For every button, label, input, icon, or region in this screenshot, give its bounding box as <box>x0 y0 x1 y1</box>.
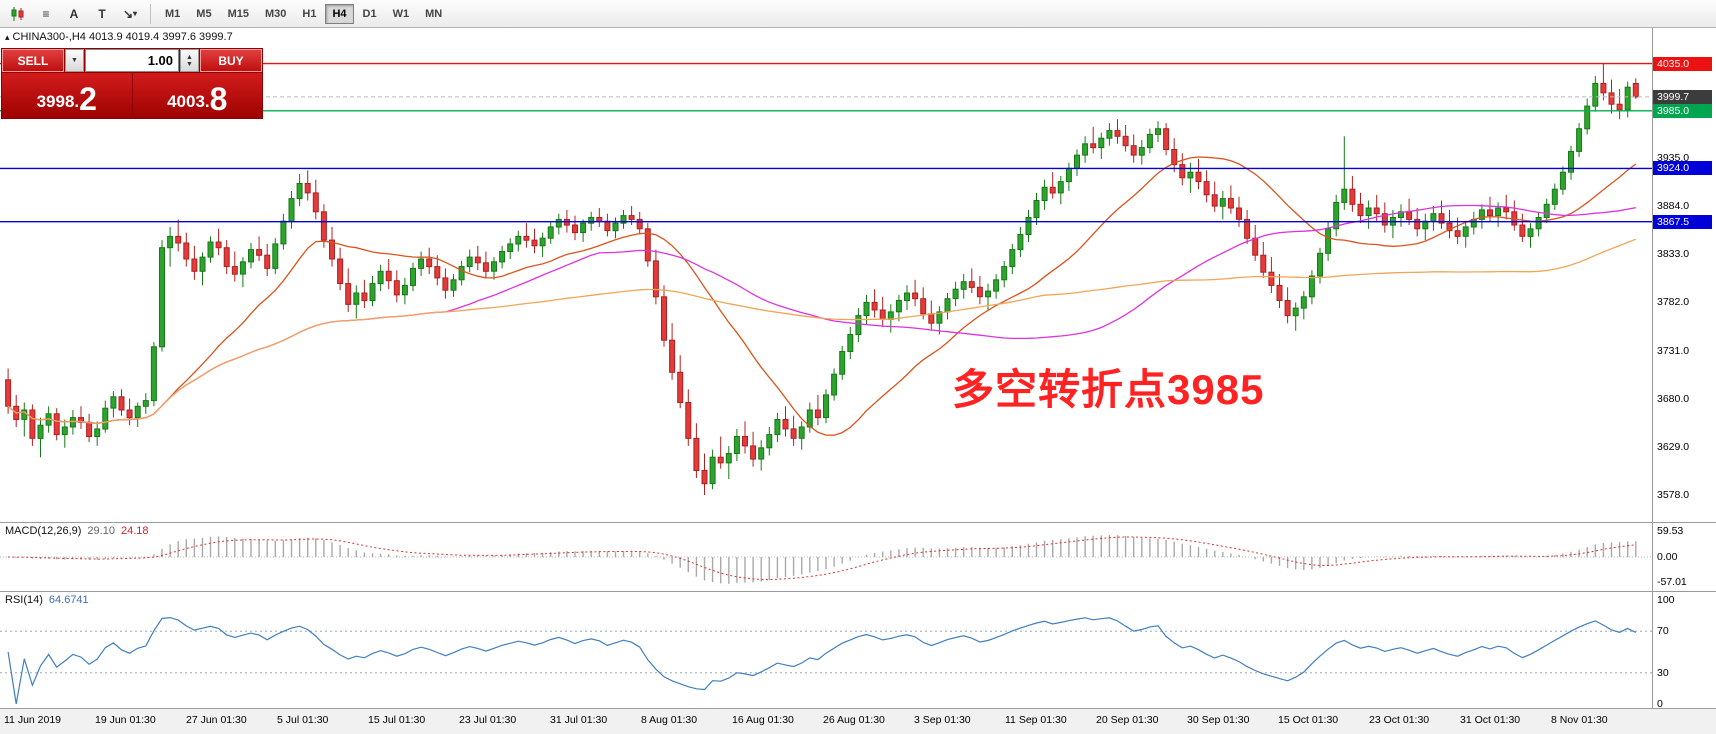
price-badge: 4035.0 <box>1653 57 1712 71</box>
text-tool-button[interactable]: A <box>61 3 87 25</box>
bid-price-big-digit: 2 <box>79 81 97 117</box>
draw-tool-button[interactable]: ↘ ▾ <box>117 3 143 25</box>
time-axis-label: 16 Aug 01:30 <box>732 714 794 726</box>
time-axis-label: 31 Jul 01:30 <box>550 714 608 726</box>
timeframe-m1[interactable]: M1 <box>158 4 187 24</box>
timeframe-h4[interactable]: H4 <box>325 3 354 24</box>
rsi-title: RSI(14) <box>5 594 43 606</box>
time-axis-label: 20 Sep 01:30 <box>1096 714 1159 726</box>
macd-axis-label: 0.00 <box>1657 551 1678 563</box>
time-axis-label: 11 Jun 2019 <box>4 714 62 726</box>
price-badge: 3924.0 <box>1653 161 1712 175</box>
price-axis-label: 3782.0 <box>1657 296 1690 308</box>
macd-axis-label: 59.53 <box>1657 525 1684 537</box>
dropdown-caret-icon: ▾ <box>133 9 138 18</box>
macd-main-value: 29.10 <box>87 525 115 537</box>
timeframe-m30[interactable]: M30 <box>258 4 293 24</box>
label-tool-button[interactable]: T <box>89 3 115 25</box>
indicators-button[interactable]: ≡ <box>33 3 59 25</box>
time-axis-label: 23 Jul 01:30 <box>459 714 517 726</box>
one-click-trading-panel: SELL ▼ ▲▼ BUY 3998.2 4003.8 <box>1 48 263 119</box>
panel-divider[interactable] <box>0 522 1716 523</box>
price-axis-label: 3935.0 <box>1657 152 1690 164</box>
time-axis: 11 Jun 2019 19 Jun 01:30 27 Jun 01:30 5 Jul… <box>0 709 1716 734</box>
volume-spinner[interactable]: ▲ ▼ <box>180 49 199 72</box>
spinner-down-icon: ▼ <box>186 60 193 68</box>
ask-price-prefix: 4003. <box>167 92 210 111</box>
price-badge: 3985.0 <box>1653 104 1712 118</box>
tool-group: ≡ A T ↘ ▾ <box>4 3 144 25</box>
bid-price-prefix: 3998. <box>36 92 80 111</box>
macd-header: MACD(12,26,9) 29.10 24.18 <box>5 525 148 537</box>
time-axis-label: 15 Oct 01:30 <box>1278 714 1339 726</box>
candlestick-plot <box>0 62 1652 495</box>
symbol-header: ▴ CHINA300-,H4 4013.9 4019.4 3997.6 3999.… <box>5 31 233 43</box>
time-axis-label: 19 Jun 01:30 <box>95 714 156 726</box>
macd-signal-value: 24.18 <box>120 525 149 537</box>
timeframe-d1[interactable]: D1 <box>356 4 384 24</box>
timeframe-mn[interactable]: MN <box>418 4 449 24</box>
spinner-up-icon: ▲ <box>186 53 193 61</box>
rsi-axis-label: 30 <box>1657 667 1669 679</box>
macd-axis-label: -57.01 <box>1657 576 1687 588</box>
candlestick-icon <box>11 6 24 21</box>
symbol-ohlc-text: CHINA300-,H4 4013.9 4019.4 3997.6 3999.7 <box>12 31 233 43</box>
volume-dropdown-caret[interactable]: ▼ <box>65 49 84 72</box>
ask-price[interactable]: 4003. 8 <box>132 73 262 118</box>
rsi-plot <box>0 616 1652 705</box>
time-axis-label: 30 Sep 01:30 <box>1187 714 1250 726</box>
bid-ask-row: 3998. 2 4003. 8 <box>2 73 262 118</box>
timeframe-h1[interactable]: H1 <box>295 4 323 24</box>
bid-price[interactable]: 3998. 2 <box>2 73 132 118</box>
macd-title: MACD(12,26,9) <box>5 525 82 537</box>
macd-panel[interactable]: MACD(12,26,9) 29.10 24.18 <box>0 523 1652 591</box>
rsi-axis-label: 70 <box>1657 625 1669 637</box>
time-axis-label: 15 Jul 01:30 <box>368 714 426 726</box>
time-axis-label: 3 Sep 01:30 <box>914 714 971 726</box>
price-axis-label: 3731.0 <box>1657 345 1690 357</box>
price-axis-divider <box>1652 28 1653 709</box>
ask-price-big-digit: 8 <box>209 81 228 117</box>
time-axis-label: 5 Jul 01:30 <box>277 714 329 726</box>
chart-annotation: 多空转折点3985 <box>952 366 1265 413</box>
toolbar: ≡ A T ↘ ▾ M1 M5 M15 M30 H1 H4 D1 W1 MN <box>0 0 1716 28</box>
time-axis-label: 11 Sep 01:30 <box>1005 714 1067 726</box>
rsi-value: 64.6741 <box>48 594 89 606</box>
price-badge: 3867.5 <box>1653 215 1712 229</box>
time-axis-label: 8 Nov 01:30 <box>1551 714 1608 726</box>
price-badge: 3999.7 <box>1653 90 1712 104</box>
time-axis-label: 23 Oct 01:30 <box>1369 714 1430 726</box>
time-axis-label: 31 Oct 01:30 <box>1460 714 1521 726</box>
chart-marker-icon: ▴ <box>5 32 10 42</box>
time-axis-label: 26 Aug 01:30 <box>823 714 885 726</box>
timeframe-group: M1 M5 M15 M30 H1 H4 D1 W1 MN <box>157 3 450 24</box>
time-axis-label: 8 Aug 01:30 <box>641 714 698 726</box>
rsi-panel[interactable]: RSI(14) 64.6741 <box>0 592 1652 708</box>
sell-button[interactable]: SELL <box>2 49 64 72</box>
volume-input[interactable] <box>85 49 179 72</box>
trade-controls-row: SELL ▼ ▲▼ BUY <box>2 49 262 72</box>
price-axis-label: 3884.0 <box>1657 200 1690 212</box>
macd-plot <box>0 535 1652 584</box>
buy-button[interactable]: BUY <box>200 49 262 72</box>
timeframe-m15[interactable]: M15 <box>221 4 256 24</box>
toolbar-separator <box>150 3 151 24</box>
price-axis-label: 3578.0 <box>1657 489 1690 501</box>
price-axis-label: 3680.0 <box>1657 393 1690 405</box>
rsi-header: RSI(14) 64.6741 <box>5 594 89 606</box>
price-chart[interactable]: ▴ CHINA300-,H4 4013.9 4019.4 3997.6 3999.… <box>0 28 1652 522</box>
time-axis-label: 27 Jun 01:30 <box>186 714 247 726</box>
rsi-axis-label: 100 <box>1657 594 1675 606</box>
timeframe-w1[interactable]: W1 <box>386 4 417 24</box>
price-axis-label: 3629.0 <box>1657 441 1690 453</box>
panel-divider[interactable] <box>0 591 1716 592</box>
panel-divider <box>0 708 1716 709</box>
timeframe-m5[interactable]: M5 <box>189 4 218 24</box>
chart-type-button[interactable] <box>5 3 31 25</box>
price-axis-label: 3833.0 <box>1657 248 1690 260</box>
